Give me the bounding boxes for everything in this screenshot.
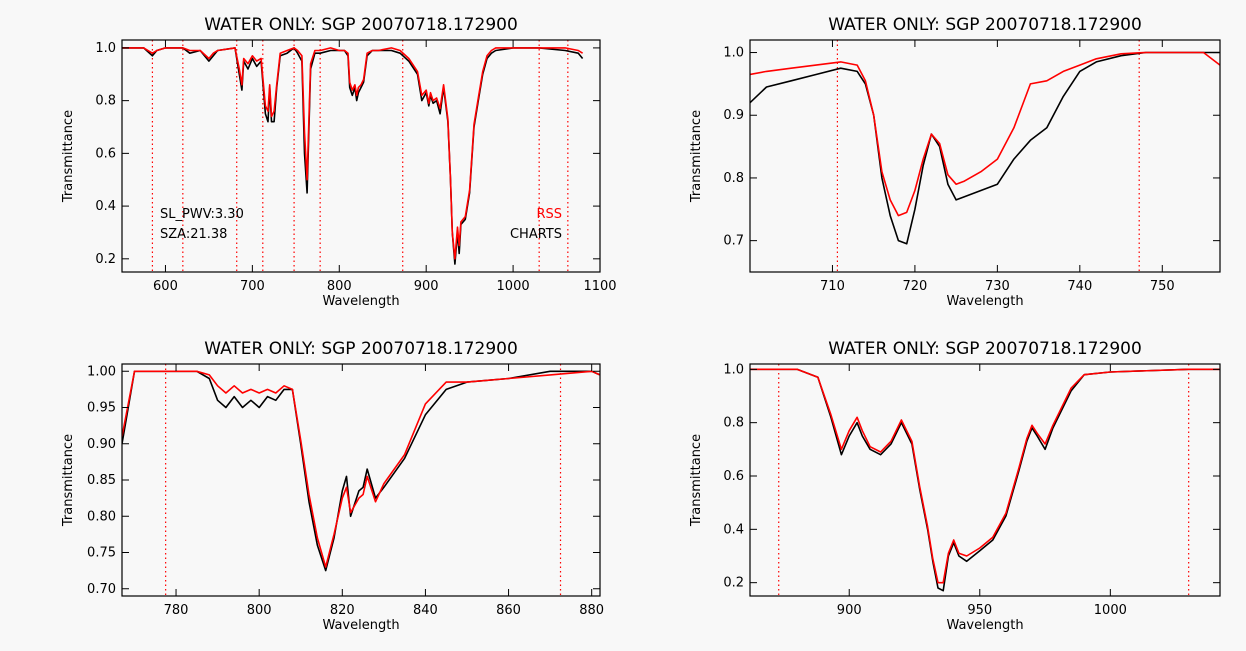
y-tick-label: 1.0: [95, 41, 116, 56]
x-axis-label: Wavelength: [322, 618, 399, 633]
chart-title: WATER ONLY: SGP 20070718.172900: [204, 339, 518, 359]
chart-panel-3: WATER ONLY: SGP 20070718.172900 780 800 820…: [61, 339, 604, 633]
x-tick-label: 1000: [497, 279, 530, 294]
y-tick-label: 0.8: [723, 416, 744, 431]
series-line-rss: [750, 51, 1220, 217]
y-tick-label: 1.0: [723, 46, 744, 61]
axes-frame: [121, 39, 601, 273]
series-line-rss: [122, 370, 600, 568]
y-tick-label: 0.4: [95, 199, 116, 214]
y-tick-label: 0.6: [95, 146, 116, 161]
x-axis-label: Wavelength: [946, 294, 1023, 309]
axes-frame: [749, 39, 1221, 273]
x-tick-label: 700: [240, 279, 265, 294]
chart-panel-1: WATER ONLY: SGP 20070718.172900 600 700 800…: [61, 15, 617, 309]
y-tick-label: 0.70: [87, 582, 116, 597]
annotation-text: SL_PWV:3.30: [160, 207, 244, 222]
chart-panel-2: WATER ONLY: SGP 20070718.172900 710 720 730…: [689, 15, 1221, 309]
series-group: [122, 47, 584, 265]
y-tick-label: 0.4: [723, 522, 744, 537]
series-line-charts: [122, 370, 600, 572]
x-tick-label: 740: [1067, 279, 1092, 294]
y-axis-label: Transmittance: [689, 434, 704, 527]
y-tick-label: 0.9: [723, 108, 744, 123]
x-tick-label: 800: [327, 279, 352, 294]
x-tick-label: 710: [820, 279, 845, 294]
x-tick-label: 1100: [583, 279, 616, 294]
series-line-rss: [750, 368, 1220, 584]
chart-title: WATER ONLY: SGP 20070718.172900: [828, 339, 1142, 359]
x-tick-label: 720: [902, 279, 927, 294]
y-tick-label: 0.2: [723, 576, 744, 591]
chart-panel-4: WATER ONLY: SGP 20070718.172900 900 950 100…: [689, 339, 1221, 633]
y-tick-label: 0.8: [723, 171, 744, 186]
y-tick-label: 1.00: [87, 364, 116, 379]
x-tick-label: 600: [153, 279, 178, 294]
plot-area: [750, 364, 1220, 596]
y-axis-label: Transmittance: [689, 110, 704, 203]
series-group: [750, 51, 1220, 245]
x-tick-label: 780: [164, 603, 189, 618]
series-group: [122, 370, 600, 572]
y-tick-label: 0.85: [87, 473, 116, 488]
y-tick-label: 0.80: [87, 509, 116, 524]
x-tick-label: 750: [1150, 279, 1175, 294]
x-tick-label: 880: [579, 603, 604, 618]
x-tick-label: 900: [414, 279, 439, 294]
y-tick-label: 0.2: [95, 252, 116, 267]
x-tick-label: 900: [837, 603, 862, 618]
plot-area: [122, 364, 600, 596]
x-tick-label: 730: [985, 279, 1010, 294]
y-axis-label: Transmittance: [61, 110, 76, 203]
y-tick-label: 0.75: [87, 546, 116, 561]
x-tick-label: 1000: [1094, 603, 1127, 618]
x-tick-label: 820: [330, 603, 355, 618]
x-tick-label: 950: [967, 603, 992, 618]
series-group: [750, 368, 1220, 592]
x-tick-label: 860: [496, 603, 521, 618]
legend-entry-rss: RSS: [536, 207, 562, 222]
y-tick-label: 0.6: [723, 469, 744, 484]
x-axis-label: Wavelength: [946, 618, 1023, 633]
chart-title: WATER ONLY: SGP 20070718.172900: [204, 15, 518, 35]
y-tick-label: 0.8: [95, 94, 116, 109]
annotation-text: SZA:21.38: [160, 227, 227, 242]
plot-area: [122, 40, 600, 272]
x-tick-label: 840: [413, 603, 438, 618]
y-tick-label: 0.7: [723, 234, 744, 249]
legend-entry-charts: CHARTS: [510, 227, 562, 242]
series-line-charts: [750, 51, 1220, 245]
x-tick-label: 800: [247, 603, 272, 618]
y-tick-label: 0.90: [87, 437, 116, 452]
series-line-rss: [122, 47, 584, 260]
y-tick-label: 0.95: [87, 401, 116, 416]
y-axis-label: Transmittance: [61, 434, 76, 527]
y-tick-label: 1.0: [723, 362, 744, 377]
series-line-charts: [750, 368, 1220, 592]
plot-area: [750, 40, 1220, 272]
axes-frame: [749, 363, 1221, 597]
chart-title: WATER ONLY: SGP 20070718.172900: [828, 15, 1142, 35]
x-axis-label: Wavelength: [322, 294, 399, 309]
